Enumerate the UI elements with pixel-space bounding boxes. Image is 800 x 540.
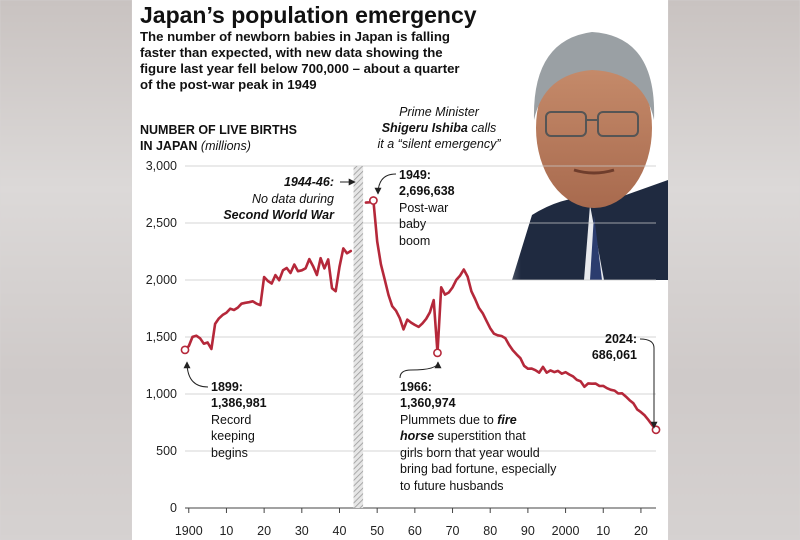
arrow-latest: [639, 338, 658, 429]
births-series-line-1: [183, 247, 353, 352]
x-tick-label: 1900: [175, 524, 203, 538]
start-line5: begins: [211, 446, 248, 460]
infographic-panel: Japan’s population emergency The number …: [132, 0, 668, 540]
x-tick-label: 70: [446, 524, 460, 538]
highlight-point-2024: [651, 425, 661, 435]
highlight-point-1966: [433, 348, 442, 358]
y-axis-unit: (millions): [200, 139, 251, 153]
peak-line5: boom: [399, 234, 430, 248]
war-year: 1944-46:: [284, 175, 334, 189]
arrow-peak: [374, 173, 397, 195]
portrait-photo: [472, 0, 668, 280]
pm-caption-line1: Prime Minister: [399, 105, 479, 119]
pm-caption: Prime Minister Shigeru Ishiba calls it a…: [364, 104, 514, 152]
highlight-point-1899: [180, 345, 190, 355]
war-gap-band: [353, 166, 364, 508]
x-tick-label: 40: [333, 524, 347, 538]
start-line4: keeping: [211, 429, 255, 443]
war-line2: No data during: [252, 192, 334, 206]
start-year: 1899:: [211, 380, 243, 394]
pm-name: Shigeru Ishiba: [381, 121, 468, 135]
y-tick-label: 500: [156, 444, 177, 458]
x-tick-label: 30: [295, 524, 309, 538]
y-axis-label-line2: IN JAPAN: [140, 139, 198, 153]
chart-title: Japan’s population emergency: [140, 2, 477, 28]
y-tick-label: 0: [170, 501, 177, 515]
background-left: [0, 0, 132, 540]
pm-caption-line2: calls: [467, 121, 497, 135]
x-tick-label: 60: [408, 524, 422, 538]
x-tick-label: 80: [483, 524, 497, 538]
y-tick-label: 2,500: [146, 216, 177, 230]
fire-horse-line4: horse superstition that: [400, 429, 526, 443]
fire-horse-year: 1966:: [400, 380, 432, 394]
chart-subtitle: The number of newborn babies in Japan is…: [140, 29, 460, 92]
arrow-fire-horse: [399, 361, 442, 379]
start-value: 1,386,981: [211, 396, 267, 410]
x-tick-label: 10: [596, 524, 610, 538]
war-line3: Second World War: [223, 208, 335, 222]
x-tick-label: 2000: [552, 524, 580, 538]
fire-horse-line7: to future husbands: [400, 479, 504, 493]
x-tick-label: 20: [257, 524, 271, 538]
x-tick-label: 50: [370, 524, 384, 538]
peak-year: 1949:: [399, 168, 431, 182]
x-tick-label: 90: [521, 524, 535, 538]
births-line-chart: 0 500 1,000 1,500 2,000 2,500 3,000 1900 10 20 30 4…: [146, 159, 661, 538]
fire-horse-line5: girls born that year would: [400, 446, 540, 460]
peak-value: 2,696,638: [399, 184, 455, 198]
births-series-line-2: [364, 199, 658, 432]
y-tick-label: 3,000: [146, 159, 177, 173]
y-tick-label: 1,000: [146, 387, 177, 401]
start-line3: Record: [211, 413, 251, 427]
x-tick-label: 20: [634, 524, 648, 538]
highlight-point-1949: [368, 196, 378, 205]
x-tick-label: 10: [219, 524, 233, 538]
y-axis-label: NUMBER OF LIVE BIRTHS IN JAPAN (millions…: [140, 122, 310, 154]
latest-value: 686,061: [592, 348, 637, 362]
arrow-start: [183, 361, 209, 388]
fire-horse-line3: Plummets due to fire: [400, 413, 517, 427]
latest-year: 2024:: [605, 332, 637, 346]
y-tick-label: 2,000: [146, 273, 177, 287]
y-tick-label: 1,500: [146, 330, 177, 344]
peak-line4: baby: [399, 217, 427, 231]
fire-horse-line6: bring bad fortune, especially: [400, 462, 557, 476]
peak-line3: Post-war: [399, 201, 448, 215]
pm-caption-line3: it a “silent emergency”: [377, 137, 501, 151]
y-axis-label-line1: NUMBER OF LIVE BIRTHS: [140, 123, 297, 137]
fire-horse-value: 1,360,974: [400, 396, 456, 410]
annotation-arrows: [183, 173, 658, 429]
background-right: [668, 0, 800, 540]
